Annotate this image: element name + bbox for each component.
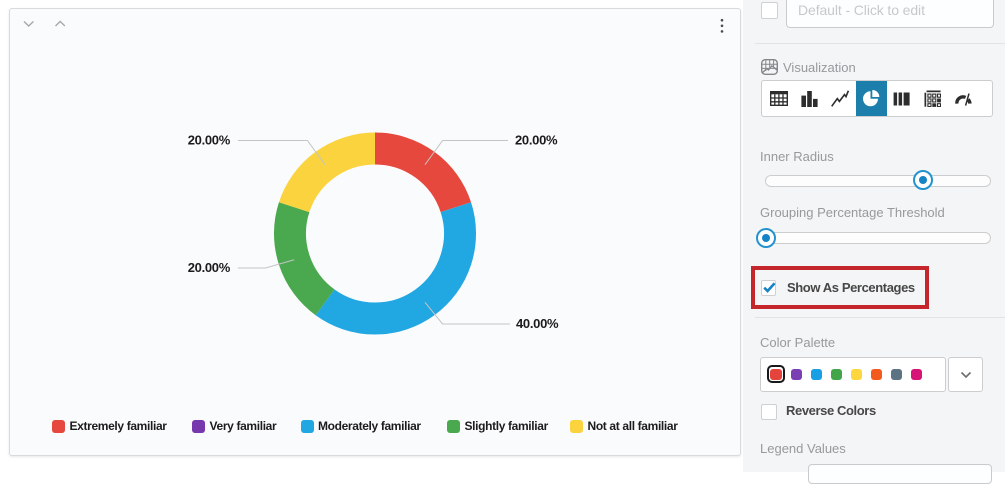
svg-text:20.00%: 20.00% bbox=[515, 133, 558, 148]
svg-text:20.00%: 20.00% bbox=[188, 133, 231, 148]
svg-text:20.00%: 20.00% bbox=[188, 260, 231, 275]
svg-text:40.00%: 40.00% bbox=[516, 316, 559, 331]
